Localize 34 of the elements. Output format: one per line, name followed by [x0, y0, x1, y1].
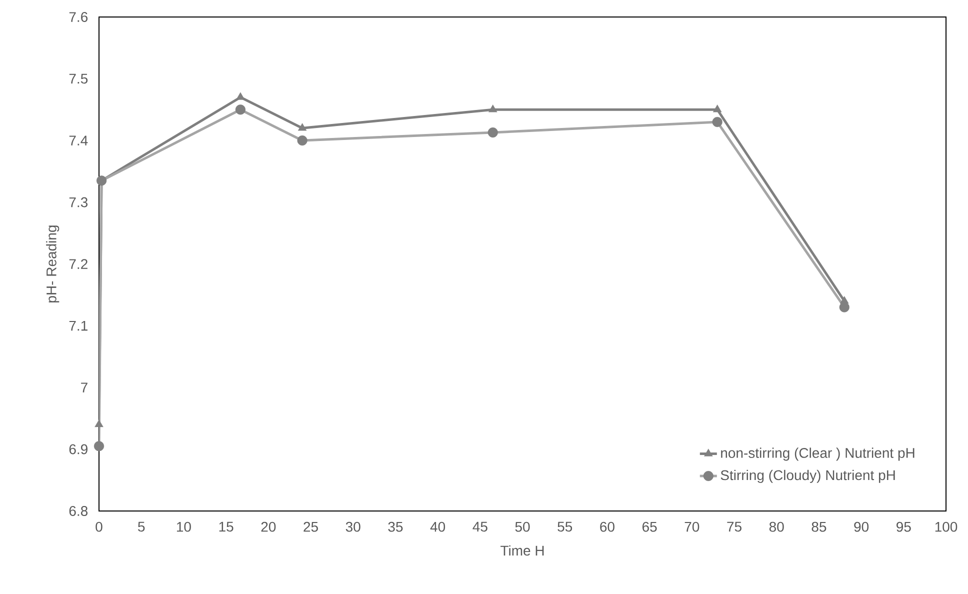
y-tick-label: 7.6 — [69, 12, 88, 22]
y-axis-title: pH- Reading — [46, 226, 60, 302]
y-tick-label: 7.1 — [69, 320, 88, 331]
x-tick-label: 50 — [515, 522, 530, 532]
x-tick-label: 35 — [388, 522, 403, 532]
x-tick-label: 55 — [558, 522, 572, 532]
x-tick-label: 10 — [176, 522, 191, 532]
y-tick-label: 7.5 — [69, 74, 88, 84]
y-tick-label: 6.8 — [69, 506, 88, 516]
y-tick-label: 7.3 — [69, 197, 88, 208]
x-tick-label: 0 — [96, 522, 102, 532]
x-tick-label: 85 — [812, 522, 826, 532]
x-tick-label: 95 — [896, 522, 911, 532]
legend-label: Stirring (Cloudy) Nutrient pH — [720, 470, 895, 483]
x-tick-label: 40 — [430, 522, 446, 532]
legend-label: non-stirring (Clear ) Nutrient pH — [721, 448, 914, 461]
x-tick-label: 15 — [219, 522, 234, 532]
x-tick-label: 20 — [261, 522, 276, 532]
x-tick-label: 75 — [727, 522, 742, 532]
x-tick-label: 45 — [472, 522, 488, 532]
y-tick-label: 7.4 — [69, 136, 88, 146]
x-tick-label: 60 — [600, 522, 614, 532]
x-axis-title: Time H — [500, 545, 544, 556]
x-tick-label: 70 — [684, 522, 700, 532]
x-tick-label: 100 — [935, 522, 958, 532]
x-tick-label: 25 — [304, 522, 318, 532]
x-tick-label: 65 — [642, 522, 657, 532]
x-tick-label: 5 — [138, 522, 145, 532]
x-tick-label: 80 — [769, 522, 784, 532]
y-tick-label: 7.2 — [69, 259, 88, 269]
x-tick-label: 30 — [346, 522, 360, 532]
y-tick-label: 6.9 — [69, 444, 88, 454]
x-tick-label: 90 — [854, 522, 869, 532]
y-tick-label: 7 — [81, 382, 88, 392]
